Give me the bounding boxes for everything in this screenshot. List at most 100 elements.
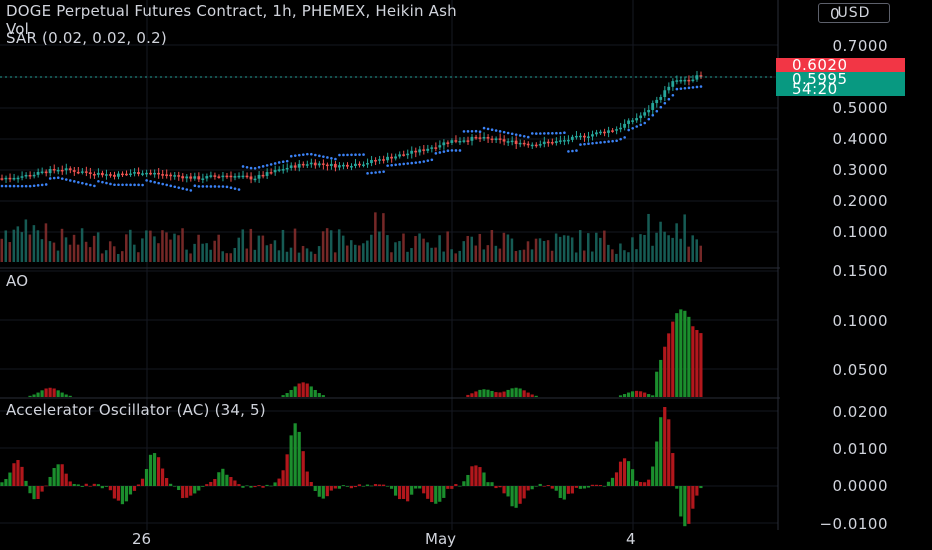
volume-bar (530, 249, 534, 262)
ao-legend[interactable]: AO (6, 272, 29, 290)
sar-dot (518, 134, 522, 137)
ao-bar (466, 394, 470, 397)
ac-bar (542, 486, 546, 487)
volume-bar (438, 235, 441, 262)
sar-legend[interactable]: SAR (0.02, 0.02, 0.2) (6, 29, 167, 47)
candle (181, 176, 185, 179)
sar-dot (659, 105, 663, 109)
ac-bar (667, 419, 671, 486)
volume-bar (402, 233, 405, 262)
ac-bar (385, 486, 390, 487)
ac-bar (92, 483, 96, 486)
volume-bar (20, 232, 24, 262)
candle (494, 138, 498, 141)
candle (430, 147, 434, 149)
volume-bar (309, 251, 313, 262)
volume-bar (181, 228, 184, 262)
volume-bar (366, 240, 369, 262)
volume-bar (145, 230, 148, 262)
sar-dot (422, 160, 426, 163)
candle (100, 172, 104, 176)
sar-dot (571, 149, 574, 153)
volume-bar (321, 231, 325, 262)
ao-bar (301, 382, 305, 397)
volume-bar (96, 232, 100, 262)
volume-bar (301, 245, 305, 262)
candle (687, 79, 691, 82)
sar-dot (502, 130, 506, 134)
candle (133, 172, 136, 174)
candle (514, 140, 518, 145)
candle (217, 176, 221, 178)
candle (526, 143, 530, 146)
volume-bar (615, 253, 618, 262)
sar-dot (442, 150, 446, 153)
sar-dot (378, 170, 381, 174)
candle (482, 137, 486, 139)
volume-bar (173, 233, 176, 262)
candle (659, 97, 663, 100)
ac-bar (229, 477, 233, 486)
candle (426, 148, 430, 151)
ac-bar (598, 484, 603, 486)
ac-bar (237, 484, 241, 486)
volume-bar (137, 252, 140, 262)
ao-bar (305, 383, 309, 397)
ac-bar (205, 484, 209, 486)
sar-dot (0, 184, 4, 188)
vol-legend[interactable]: Vol (6, 20, 30, 38)
volume-bar (205, 243, 208, 262)
volume-bar (0, 238, 4, 262)
ao-bar (44, 388, 48, 397)
ac-bar (361, 486, 366, 487)
volume-bar (225, 253, 228, 262)
candle (257, 174, 261, 179)
candle (157, 172, 160, 175)
ac-bar (297, 431, 301, 486)
ac-bar (522, 486, 526, 499)
candle (213, 175, 217, 177)
sar-dot (551, 131, 554, 135)
ac-legend[interactable]: Accelerator Oscillator (AC) (34, 5) (6, 401, 266, 419)
candle (48, 169, 52, 174)
volume-bar (149, 230, 152, 262)
volume-bar (603, 230, 606, 262)
candle (354, 163, 357, 166)
candle (615, 129, 618, 131)
ac-bar (76, 484, 80, 486)
candle (129, 173, 132, 176)
volume-bar (333, 252, 337, 262)
volume-bar (378, 231, 381, 262)
sar-dot (69, 179, 72, 182)
ac-bar (482, 472, 486, 486)
sar-dot (623, 136, 626, 139)
ac-bar (675, 486, 679, 489)
ac-bar (329, 486, 333, 491)
price-axis-partial: 0 (829, 5, 840, 23)
ao-bar (687, 316, 691, 397)
candle (398, 154, 402, 157)
volume-bar (470, 236, 474, 262)
candle (683, 79, 687, 82)
volume-bar (558, 236, 562, 262)
ac-bar (454, 484, 458, 486)
ac-bar (48, 476, 52, 486)
currency-button[interactable]: USD (818, 3, 890, 23)
ac-bar (20, 466, 24, 486)
ac-bar (626, 461, 631, 486)
ac-bar (181, 486, 185, 499)
sar-dot (193, 184, 197, 188)
candle (454, 140, 458, 142)
candle (201, 178, 205, 180)
sar-dot (603, 140, 606, 144)
chart-title[interactable]: DOGE Perpetual Futures Contract, 1h, PHE… (6, 2, 457, 20)
volume-bar (28, 234, 32, 262)
ac-bar (257, 485, 261, 486)
sar-dot (575, 149, 578, 152)
ac-bar (193, 486, 197, 494)
ac-bar (140, 478, 145, 486)
candle (173, 175, 177, 177)
candle (229, 175, 233, 178)
